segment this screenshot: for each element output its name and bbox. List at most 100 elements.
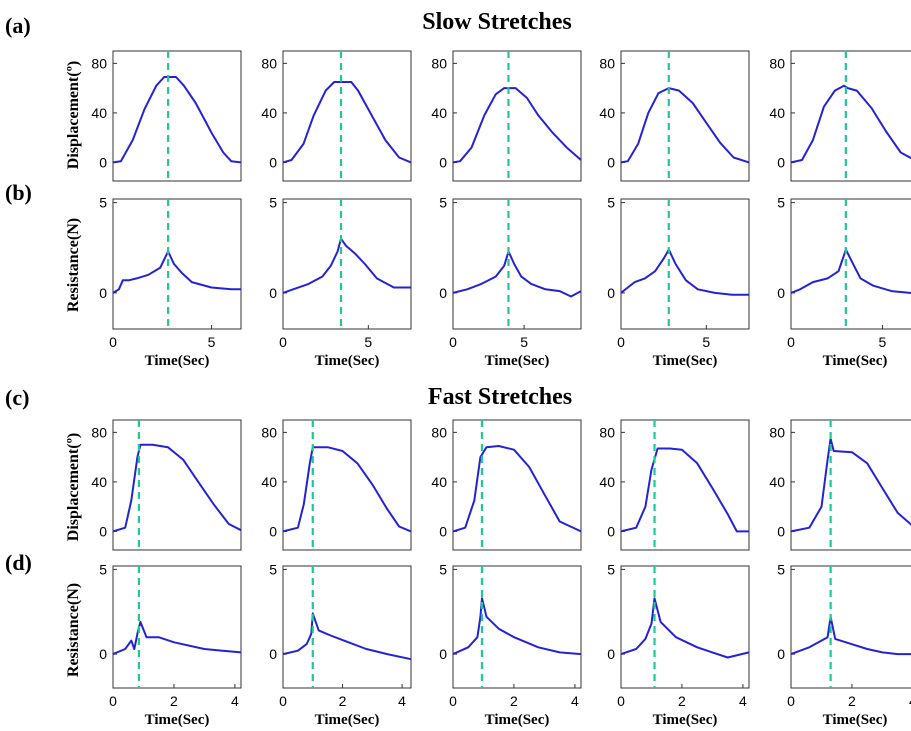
y-tick-label: 0 [607, 285, 615, 301]
y-tick-label: 40 [261, 105, 277, 121]
y-tick-label: 40 [261, 474, 277, 490]
y-tick-label: 40 [431, 474, 447, 490]
fast-stretches-title: Fast Stretches [428, 384, 572, 410]
plots-area: Displacement(º) 0408004080040800408004080… [65, 50, 911, 728]
displacement-trace [790, 84, 911, 164]
y-tick-label: 80 [599, 424, 615, 440]
y-tick-label: 5 [607, 195, 615, 211]
slow-displacement-plot-2: 0 40 80 [261, 50, 412, 182]
resistance-trace [452, 250, 582, 298]
resistance-trace [112, 620, 242, 656]
x-tick-label: 0 [279, 334, 287, 350]
y-tick-label: 0 [269, 285, 277, 301]
x-tick-label: 0 [617, 334, 625, 350]
axis-frame [790, 419, 911, 551]
displacement-trace [790, 437, 911, 533]
y-tick-label: 80 [261, 424, 277, 440]
y-tick-label: 5 [269, 195, 277, 211]
x-axis-label: Time(Sec) [653, 712, 718, 728]
x-tick-label: 0 [109, 334, 117, 350]
x-axis-label: Time(Sec) [653, 353, 718, 369]
x-tick-label: 4 [571, 693, 579, 709]
fast-displacement-plot-4: 0 40 80 [599, 419, 750, 551]
displacement-ylabel-fast: Displacement(º) [65, 433, 82, 541]
x-axis-label: Time(Sec) [823, 353, 888, 369]
x-tick-label: 4 [909, 693, 911, 709]
y-tick-label: 0 [269, 154, 277, 170]
slow-displacement-plot-5: 0 40 80 [769, 50, 911, 182]
y-tick-label: 0 [607, 523, 615, 539]
y-tick-label: 0 [439, 154, 447, 170]
fast-resistance-plot-2: 0 5 0 2 4 Time(Sec) [269, 561, 412, 728]
x-axis-label: Time(Sec) [485, 353, 550, 369]
y-tick-label: 0 [99, 523, 107, 539]
panel-label-a: (a) [5, 13, 31, 38]
y-tick-label: 80 [431, 55, 447, 71]
y-tick-label: 80 [599, 55, 615, 71]
y-tick-label: 0 [99, 154, 107, 170]
displacement-ylabel-slow: Displacement(º) [65, 61, 82, 169]
displacement-trace [112, 443, 242, 533]
slow-resistance-plot-4: 0 5 0 5 Time(Sec) [607, 195, 750, 369]
y-tick-label: 5 [777, 195, 785, 211]
y-tick-label: 40 [599, 474, 615, 490]
x-tick-label: 0 [449, 334, 457, 350]
y-tick-label: 80 [261, 55, 277, 71]
x-axis-label: Time(Sec) [485, 712, 550, 728]
x-axis-label: Time(Sec) [823, 712, 888, 728]
displacement-trace [282, 446, 412, 533]
axis-frame [620, 419, 750, 551]
x-tick-label: 2 [678, 693, 686, 709]
x-tick-label: 0 [787, 334, 795, 350]
displacement-trace [452, 445, 582, 533]
y-tick-label: 0 [439, 523, 447, 539]
y-tick-label: 0 [439, 646, 447, 662]
x-axis-label: Time(Sec) [145, 353, 210, 369]
slow-stretches-title: Slow Stretches [422, 9, 572, 35]
slow-resistance-plot-2: 0 5 0 5 Time(Sec) [269, 195, 412, 369]
axis-frame [620, 50, 750, 182]
axis-frame [452, 419, 582, 551]
resistance-trace [620, 597, 750, 659]
y-tick-label: 0 [777, 646, 785, 662]
axis-frame [790, 198, 911, 330]
y-tick-label: 0 [607, 646, 615, 662]
y-tick-label: 80 [769, 55, 785, 71]
fast-resistance-plot-3: 0 5 0 2 4 Time(Sec) [439, 561, 582, 728]
slow-resistance-plot-3: 0 5 0 5 Time(Sec) [439, 195, 582, 369]
resistance-trace [452, 597, 582, 656]
x-axis-label: Time(Sec) [315, 712, 380, 728]
fast-resistance-plot-5: 0 5 0 2 4 Time(Sec) [777, 561, 911, 728]
axis-frame [282, 50, 412, 182]
displacement-trace [282, 81, 412, 164]
x-tick-label: 4 [739, 693, 747, 709]
axis-frame [282, 198, 412, 330]
x-tick-label: 0 [279, 693, 287, 709]
y-tick-label: 0 [439, 285, 447, 301]
y-tick-label: 5 [269, 561, 277, 577]
y-tick-label: 80 [91, 55, 107, 71]
axis-frame [452, 565, 582, 689]
y-tick-label: 40 [599, 105, 615, 121]
x-tick-label: 2 [170, 693, 178, 709]
axis-frame [112, 419, 242, 551]
x-tick-label: 5 [520, 334, 528, 350]
displacement-trace [112, 76, 242, 164]
y-tick-label: 5 [439, 195, 447, 211]
y-tick-label: 5 [607, 561, 615, 577]
y-tick-label: 0 [99, 646, 107, 662]
x-tick-label: 0 [109, 693, 117, 709]
y-tick-label: 5 [99, 561, 107, 577]
resistance-trace [282, 237, 411, 294]
resistance-trace [282, 612, 412, 661]
x-tick-label: 4 [231, 693, 239, 709]
displacement-trace [620, 87, 750, 164]
x-tick-label: 5 [364, 334, 372, 350]
y-tick-label: 40 [91, 105, 107, 121]
y-tick-label: 0 [777, 285, 785, 301]
x-tick-label: 0 [617, 693, 625, 709]
y-tick-label: 80 [769, 424, 785, 440]
slow-displacement-plot-1: 0 40 80 [91, 50, 242, 182]
panel-label-c: (c) [5, 385, 29, 410]
